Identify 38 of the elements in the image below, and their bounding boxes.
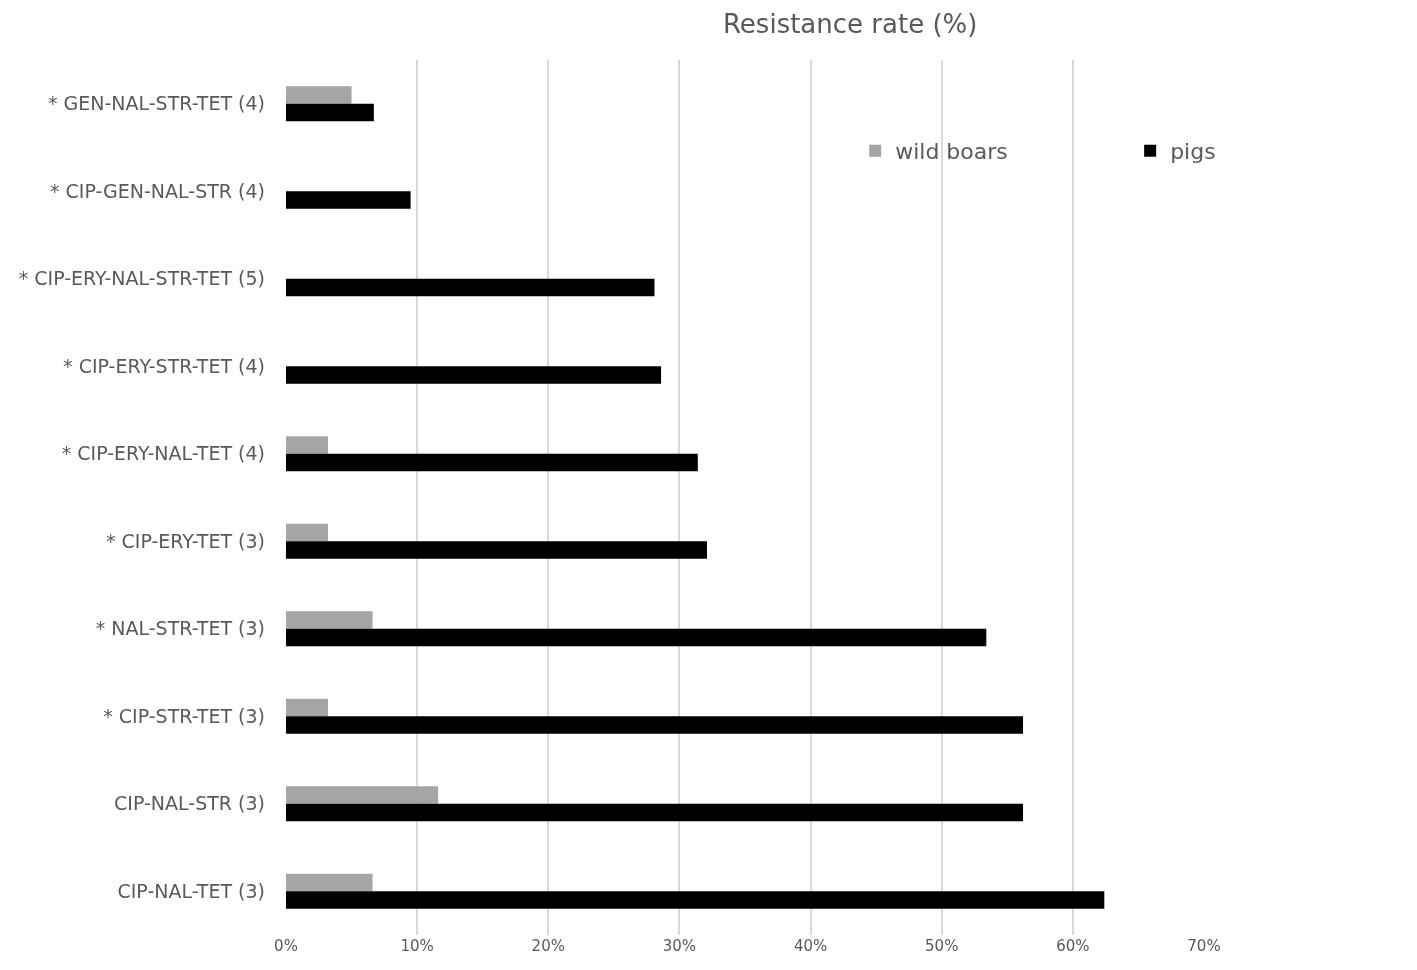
bar xyxy=(286,278,655,297)
y-tick-label: * CIP-GEN-NAL-STR (4) xyxy=(50,179,265,202)
x-tick-label: 60% xyxy=(1056,937,1090,955)
y-tick-label: CIP-NAL-TET (3) xyxy=(117,879,265,902)
bar xyxy=(286,191,411,209)
y-tick-label: * GEN-NAL-STR-TET (4) xyxy=(47,92,265,115)
y-tick-label: CIP-NAL-STR (3) xyxy=(114,792,265,815)
bar xyxy=(286,453,698,472)
bar xyxy=(286,103,374,122)
bar xyxy=(286,523,328,542)
bar xyxy=(286,891,1105,909)
bar xyxy=(286,541,707,559)
chart-title: Resistance rate (%) xyxy=(722,8,978,39)
legend-label: wild boars xyxy=(895,139,1008,165)
y-tick-label: * CIP-ERY-NAL-TET (4) xyxy=(61,442,265,465)
x-tick-label: 70% xyxy=(1187,937,1221,955)
bar xyxy=(286,716,1024,734)
bar xyxy=(286,873,373,892)
y-tick-label: * CIP-ERY-TET (3) xyxy=(106,529,265,552)
x-tick-label: 20% xyxy=(531,937,565,955)
x-tick-label: 10% xyxy=(400,937,434,955)
x-tick-label: 30% xyxy=(662,937,697,955)
y-tick-label: * CIP-ERY-STR-TET (4) xyxy=(63,354,265,377)
bar xyxy=(286,436,328,454)
bar xyxy=(286,698,328,717)
y-tick-label: * CIP-ERY-NAL-STR-TET (5) xyxy=(18,267,265,290)
y-tick-label: * NAL-STR-TET (3) xyxy=(95,617,265,640)
bar xyxy=(286,628,987,647)
bar xyxy=(286,86,352,104)
x-tick-label: 50% xyxy=(925,937,959,955)
x-tick-label: 40% xyxy=(793,937,828,955)
bar xyxy=(286,611,373,629)
bar xyxy=(286,786,439,804)
y-tick-label: * CIP-STR-TET (3) xyxy=(103,704,265,727)
legend-label: pigs xyxy=(1170,139,1216,165)
bar xyxy=(286,803,1024,822)
bar xyxy=(286,366,662,384)
x-tick-label: 0% xyxy=(274,937,298,955)
